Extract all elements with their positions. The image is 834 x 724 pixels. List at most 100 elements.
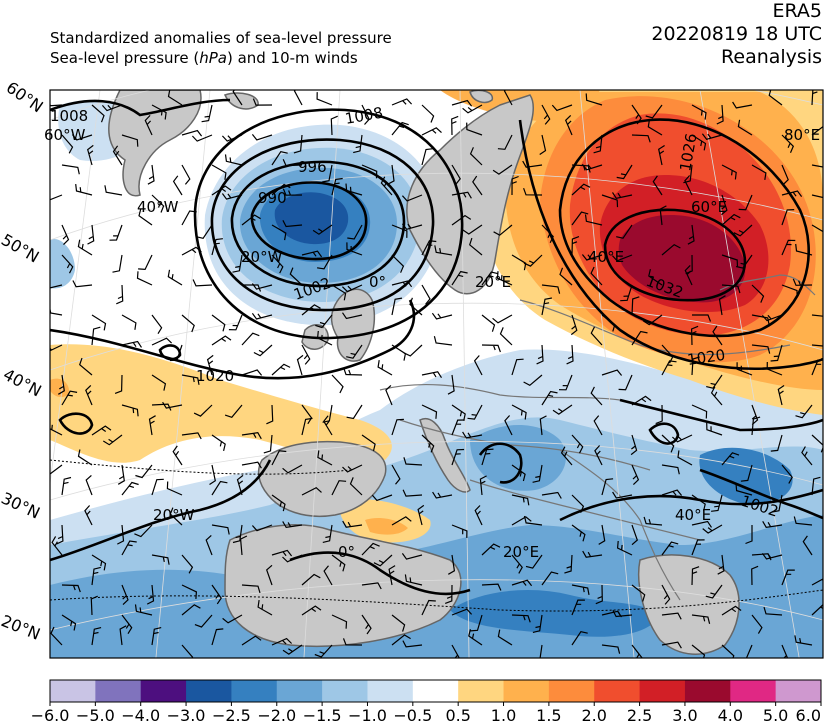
wind-barb xyxy=(91,326,101,346)
colorbar-cell xyxy=(140,680,187,702)
meridian-line xyxy=(459,90,470,658)
wind-barb xyxy=(451,644,460,658)
wind-barb xyxy=(402,640,423,648)
wind-barb xyxy=(172,175,183,196)
wind-barb xyxy=(601,478,614,496)
graticule xyxy=(50,90,823,658)
wind-barb xyxy=(691,104,707,120)
isobar-south-1 xyxy=(50,459,272,562)
wind-barb xyxy=(391,280,413,288)
land xyxy=(108,90,740,655)
wind-barb xyxy=(121,481,139,496)
wind-barb xyxy=(193,404,213,417)
wind-barb xyxy=(342,464,363,473)
wind-barb xyxy=(271,494,286,512)
wind-barb xyxy=(361,104,370,125)
wind-barb xyxy=(343,367,363,376)
wind-barb xyxy=(346,344,363,359)
isobar-east-1002 xyxy=(699,468,823,520)
wind-barb xyxy=(781,569,795,586)
wind-barb xyxy=(444,584,453,604)
wind-barb xyxy=(421,148,434,166)
wind-barb xyxy=(87,224,95,245)
wind-barb xyxy=(345,183,363,196)
colorbar-tick-label: −1.5 xyxy=(303,706,342,724)
wind-barb xyxy=(659,205,667,226)
wind-barb xyxy=(401,223,423,230)
wind-barb xyxy=(571,434,584,454)
wind-barb xyxy=(642,314,663,326)
isobar-south-4 xyxy=(619,398,823,432)
contour-label: 1008 xyxy=(50,107,88,125)
wind-barb xyxy=(499,327,513,346)
wind-barb xyxy=(87,144,94,166)
wind-barb xyxy=(232,254,243,273)
colorbar-cell xyxy=(95,680,142,702)
wind-barb xyxy=(61,614,77,631)
neg-anomaly-west xyxy=(50,239,75,289)
wind-barb xyxy=(594,445,603,466)
wind-barb xyxy=(71,134,93,141)
wind-barb xyxy=(671,434,693,443)
wind-barb xyxy=(236,474,244,496)
wind-barb xyxy=(523,515,543,526)
wind-barb xyxy=(692,314,712,322)
wind-barb xyxy=(341,284,363,293)
wind-barb xyxy=(391,464,401,485)
wind-barb xyxy=(282,644,303,655)
wind-barb xyxy=(451,608,473,616)
wind-barb xyxy=(691,356,700,376)
wind-barb xyxy=(492,314,513,324)
wind-barb xyxy=(740,464,753,482)
colorbar-frame xyxy=(49,679,822,703)
wind-barb xyxy=(91,554,107,571)
wind-barb xyxy=(481,344,501,353)
wind-barb xyxy=(117,524,125,545)
wind-barb xyxy=(134,604,153,616)
wind-barb xyxy=(91,566,101,586)
wind-barb xyxy=(631,134,651,143)
wind-barb xyxy=(166,481,183,496)
wind-barb xyxy=(451,99,473,107)
wind-barb xyxy=(631,584,646,602)
wind-barb xyxy=(552,404,573,415)
wind-barb xyxy=(564,114,573,136)
parallel-line xyxy=(50,441,823,501)
wind-barb xyxy=(117,464,125,485)
wind-barb xyxy=(479,475,487,496)
wind-barb xyxy=(523,374,543,387)
wind-barb xyxy=(282,220,303,228)
isobar-low-1002 xyxy=(210,138,435,312)
wind-barb xyxy=(317,254,333,270)
wind-barb xyxy=(541,491,562,499)
wind-barb xyxy=(768,90,783,106)
wind-barb xyxy=(151,403,172,411)
anomaly-contours xyxy=(50,459,823,612)
wind-barb xyxy=(346,404,363,420)
wind-barb xyxy=(645,104,663,119)
wind-barb xyxy=(151,314,163,335)
colorbar-cell xyxy=(503,680,550,702)
wind-barb xyxy=(301,344,311,365)
wind-barb xyxy=(493,224,513,236)
wind-barb xyxy=(271,224,287,241)
wind-barb xyxy=(751,416,761,436)
contour-label: 990 xyxy=(258,189,287,207)
isobar-high-1020 xyxy=(518,119,823,370)
wind-barb xyxy=(331,177,343,196)
isobar-high-1026 xyxy=(558,118,810,338)
wind-barb xyxy=(211,434,226,452)
wind-barb xyxy=(772,494,783,513)
wind-barb xyxy=(612,610,633,618)
map-frame xyxy=(49,89,824,659)
wind-barb xyxy=(391,254,405,273)
wind-barb xyxy=(196,224,213,239)
wind-barb xyxy=(451,270,468,286)
wind-barb xyxy=(316,330,333,346)
wind-barb xyxy=(511,494,530,506)
wind-barb xyxy=(282,554,303,563)
colorbar-tick-label: −1.0 xyxy=(348,706,387,724)
wind-barb xyxy=(148,415,156,436)
wind-barb xyxy=(558,374,573,391)
wind-barb xyxy=(451,448,465,466)
